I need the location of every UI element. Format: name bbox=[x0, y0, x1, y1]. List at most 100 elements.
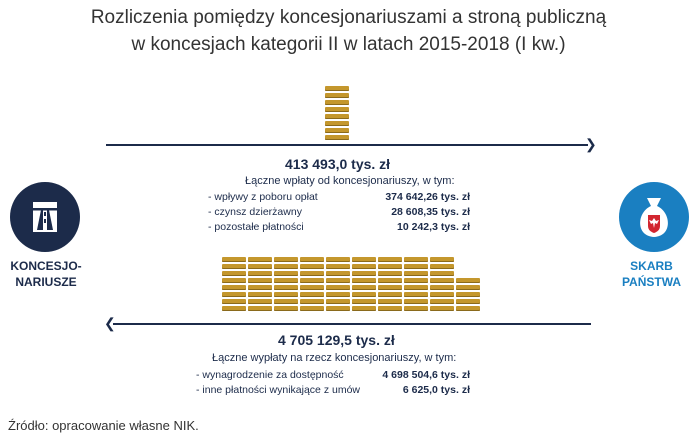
coin bbox=[300, 271, 324, 276]
coin bbox=[430, 271, 454, 276]
coin bbox=[326, 271, 350, 276]
coin bbox=[274, 292, 298, 297]
coin bbox=[404, 271, 428, 276]
coin bbox=[378, 306, 402, 311]
coin bbox=[378, 271, 402, 276]
coin bbox=[274, 257, 298, 262]
top-arrowhead-icon: ❯ bbox=[585, 136, 597, 152]
coin bbox=[222, 292, 246, 297]
money-bag-eagle-icon bbox=[619, 182, 689, 252]
coin bbox=[456, 285, 480, 290]
coin bbox=[378, 264, 402, 269]
left-label-line-1: KONCESJO- bbox=[10, 259, 82, 273]
top-row-label: - pozostałe płatności bbox=[208, 221, 304, 233]
coin bbox=[300, 264, 324, 269]
coin bbox=[326, 257, 350, 262]
coin bbox=[248, 278, 272, 283]
coin bbox=[325, 135, 349, 140]
coin bbox=[378, 278, 402, 283]
motorway-icon bbox=[10, 182, 80, 252]
top-row-label: - wpływy z poboru opłat bbox=[208, 191, 318, 203]
top-row-value: 374 642,26 tys. zł bbox=[385, 191, 470, 203]
coin bbox=[430, 292, 454, 297]
coin bbox=[456, 278, 480, 283]
coin bbox=[222, 299, 246, 304]
source-note: Źródło: opracowanie własne NIK. bbox=[8, 418, 199, 433]
coin bbox=[404, 257, 428, 262]
coin bbox=[222, 306, 246, 311]
coin bbox=[325, 93, 349, 98]
coin bbox=[222, 271, 246, 276]
bottom-total: 4 705 129,5 tys. zł bbox=[278, 332, 395, 348]
top-row-value: 10 242,3 tys. zł bbox=[397, 221, 470, 233]
coin bbox=[248, 257, 272, 262]
chart-title: Rozliczenia pomiędzy koncesjonariuszami … bbox=[0, 4, 697, 58]
coin bbox=[352, 264, 376, 269]
coin bbox=[222, 257, 246, 262]
top-coin-stack bbox=[325, 86, 349, 142]
coin bbox=[300, 285, 324, 290]
coin bbox=[404, 306, 428, 311]
coin bbox=[325, 86, 349, 91]
coin bbox=[430, 306, 454, 311]
left-label-line-2: NARIUSZE bbox=[15, 275, 77, 289]
coin bbox=[430, 257, 454, 262]
coin bbox=[352, 299, 376, 304]
top-arrow-line bbox=[106, 144, 588, 146]
bottom-arrowhead-icon: ❮ bbox=[104, 315, 116, 331]
coin bbox=[326, 278, 350, 283]
coin bbox=[378, 285, 402, 290]
coin bbox=[352, 278, 376, 283]
coin bbox=[222, 285, 246, 290]
coin bbox=[274, 264, 298, 269]
coin bbox=[352, 292, 376, 297]
top-row-value: 28 608,35 tys. zł bbox=[391, 206, 470, 218]
coin bbox=[274, 285, 298, 290]
bottom-row-label: - inne płatności wynikające z umów bbox=[196, 384, 360, 396]
coin bbox=[274, 271, 298, 276]
bottom-arrow-line bbox=[113, 323, 591, 325]
coin bbox=[300, 292, 324, 297]
bottom-row-label: - wynagrodzenie za dostępność bbox=[196, 369, 344, 381]
coin bbox=[326, 264, 350, 269]
coin bbox=[378, 257, 402, 262]
coin bbox=[352, 306, 376, 311]
bottom-row-value: 6 625,0 tys. zł bbox=[402, 384, 470, 396]
coin bbox=[274, 299, 298, 304]
coin bbox=[325, 107, 349, 112]
coin bbox=[352, 257, 376, 262]
coin bbox=[352, 271, 376, 276]
coin bbox=[352, 285, 376, 290]
coin bbox=[274, 278, 298, 283]
coin bbox=[248, 292, 272, 297]
top-row-label: - czynsz dzierżawny bbox=[208, 206, 302, 218]
top-total: 413 493,0 tys. zł bbox=[285, 156, 391, 172]
coin bbox=[325, 114, 349, 119]
right-label-line-1: SKARB bbox=[630, 259, 673, 273]
coin bbox=[456, 292, 480, 297]
coin bbox=[430, 278, 454, 283]
coin bbox=[300, 306, 324, 311]
coin bbox=[300, 257, 324, 262]
coin bbox=[248, 306, 272, 311]
coin bbox=[404, 292, 428, 297]
right-entity-label: SKARB PAŃSTWA bbox=[606, 258, 697, 290]
coin bbox=[248, 285, 272, 290]
coin bbox=[325, 128, 349, 133]
coin bbox=[378, 292, 402, 297]
coin bbox=[456, 299, 480, 304]
top-description: Łączne wpłaty od koncesjonariuszy, w tym… bbox=[245, 175, 455, 187]
coin bbox=[326, 285, 350, 290]
coin bbox=[325, 100, 349, 105]
coin bbox=[248, 271, 272, 276]
coin bbox=[248, 264, 272, 269]
coin bbox=[222, 264, 246, 269]
coin bbox=[300, 278, 324, 283]
coin bbox=[300, 299, 324, 304]
coin bbox=[430, 299, 454, 304]
coin bbox=[404, 278, 428, 283]
coin bbox=[274, 306, 298, 311]
title-line-1: Rozliczenia pomiędzy koncesjonariuszami … bbox=[90, 7, 607, 28]
coin bbox=[430, 285, 454, 290]
coin bbox=[248, 299, 272, 304]
